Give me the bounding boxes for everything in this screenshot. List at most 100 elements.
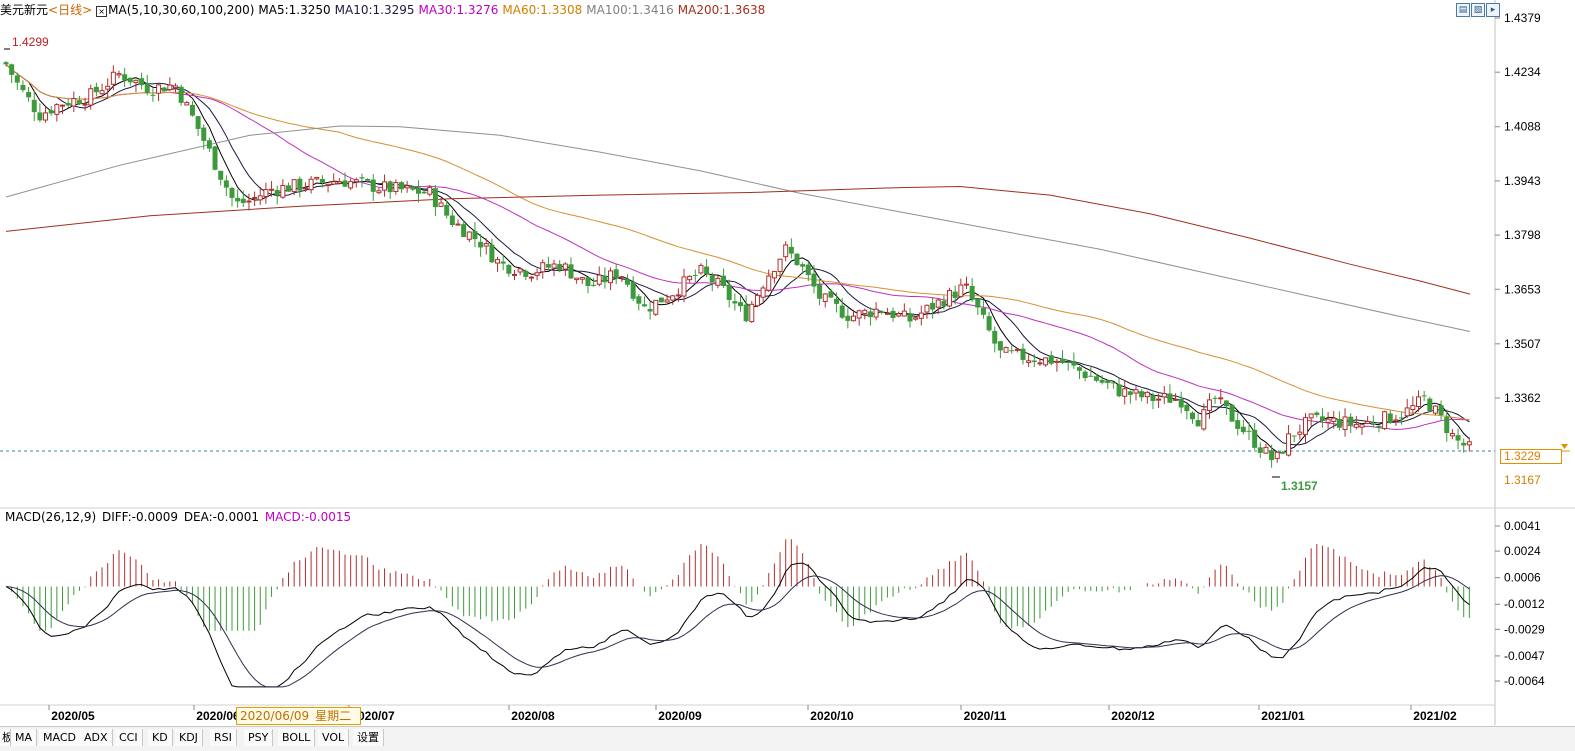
candle-body-down [3, 62, 9, 65]
candle-body-down [1093, 376, 1099, 381]
candle-body-up [1308, 413, 1314, 419]
candle-body-up [1325, 418, 1331, 423]
ma60-value: MA60:1.3308 [502, 3, 583, 17]
candle-body-down [1280, 451, 1286, 454]
candle-body-up [862, 309, 868, 315]
tooltip-date: 2020/06/09 [240, 709, 310, 723]
candle-body-down [342, 180, 348, 187]
tab-cci[interactable]: CCI [115, 729, 143, 746]
candle-body-down [201, 127, 207, 141]
candle-body-down [1291, 435, 1297, 437]
candle-body-down [636, 296, 642, 304]
time-tick-label: 2020/11 [964, 709, 1007, 723]
candle-body-down [1314, 412, 1320, 416]
candle-body-down [65, 103, 71, 106]
candle-body-down [834, 298, 840, 304]
tab-vol[interactable]: VOL [318, 729, 350, 746]
candle-body-down [986, 316, 992, 331]
candle-body-down [726, 284, 732, 300]
layout-button-1[interactable]: ▤ [1456, 3, 1470, 17]
candle-body-down [122, 74, 128, 81]
tab-rsi[interactable]: RSI [210, 729, 237, 746]
tab-board[interactable]: 板 [0, 729, 11, 746]
candle-body-down [1455, 435, 1461, 441]
ma100-line [5, 125, 1471, 332]
candle-body-up [1218, 397, 1224, 400]
candle-body-down [721, 275, 727, 286]
candle-body-up [116, 73, 122, 76]
candle-body-down [980, 308, 986, 315]
candle-body-down [992, 330, 998, 344]
candle-body-down [20, 84, 26, 91]
candle-body-up [263, 189, 269, 197]
tab-boll[interactable]: BOLL [278, 729, 316, 746]
candle-body-down [839, 305, 845, 318]
macd-panel [5, 539, 1470, 688]
moving-average-lines [5, 64, 1471, 454]
candle-body-down [625, 279, 630, 285]
candle-body-up [1122, 388, 1128, 397]
candle-body-down [523, 270, 529, 277]
candle-body-down [692, 274, 698, 276]
candle-body-up [173, 85, 178, 89]
candle-body-up [466, 231, 472, 240]
candle-body-up [760, 287, 766, 298]
candle-body-up [1303, 417, 1308, 435]
layout-button-3[interactable]: ▸ [1486, 3, 1500, 17]
tab-kdj[interactable]: KDJ [175, 729, 203, 746]
time-tick-label: 2021/01 [1261, 709, 1305, 723]
candle-body-down [297, 178, 303, 191]
candle-body-down [472, 231, 478, 240]
candle-body-up [393, 182, 399, 193]
candle-body-up [1342, 416, 1348, 430]
candle-body-up [483, 243, 489, 247]
candle-body-up [715, 277, 721, 286]
ma-toggle-icon[interactable]: × [96, 6, 108, 17]
candle-body-up [280, 185, 286, 198]
candle-body-down [709, 275, 715, 283]
candle-body-down [1421, 395, 1427, 397]
price-tick-label: 1.3798 [1504, 228, 1541, 242]
candle-body-up [918, 312, 924, 319]
candle-body-down [997, 341, 1003, 351]
candle-body-down [421, 191, 427, 194]
candle-body-up [246, 200, 252, 203]
candle-body-down [127, 77, 133, 83]
candle-body-up [783, 244, 789, 258]
candle-body-up [935, 299, 941, 308]
tab-adx[interactable]: ADX [80, 729, 113, 746]
ma30-line [5, 64, 1470, 430]
candle-body-up [325, 183, 331, 187]
ma5-line [5, 64, 1470, 454]
time-tick-label: 2020/07 [351, 709, 395, 723]
candle-body-down [410, 186, 416, 190]
candle-body-up [252, 196, 258, 199]
candle-body-up [1410, 405, 1416, 410]
candle-body-up [348, 181, 354, 189]
candle-body-down [1110, 382, 1116, 384]
candle-body-up [1201, 409, 1207, 430]
macd-header: MACD(26,12,9) DIFF:-0.0009 DEA:-0.0001 M… [5, 510, 353, 524]
candle-body-down [235, 197, 241, 202]
candle-body-down [93, 86, 99, 93]
symbol-title[interactable]: 美元新元 [0, 3, 49, 17]
macd-value: MACD:-0.0015 [264, 510, 352, 524]
candle-body-up [1054, 360, 1060, 363]
candle-body-down [1099, 379, 1105, 383]
candle-body-up [167, 84, 173, 91]
tab-psy[interactable]: PSY [244, 729, 274, 746]
tab-settings[interactable]: 设置 [353, 729, 384, 746]
current-price-label: 1.3229 [1500, 449, 1562, 464]
candle-body-up [105, 85, 111, 90]
candle-body-down [1009, 350, 1015, 352]
candle-body-up [82, 103, 88, 106]
tab-ma[interactable]: MA [11, 729, 38, 746]
layout-button-2[interactable]: ▧ [1471, 3, 1485, 17]
tab-kd[interactable]: KD [148, 729, 173, 746]
candle-body-down [704, 266, 710, 275]
period-label[interactable]: <日线> [48, 3, 93, 17]
tab-macd[interactable]: MACD [39, 729, 81, 746]
candle-body-down [1071, 361, 1077, 366]
candle-body-up [822, 293, 828, 303]
